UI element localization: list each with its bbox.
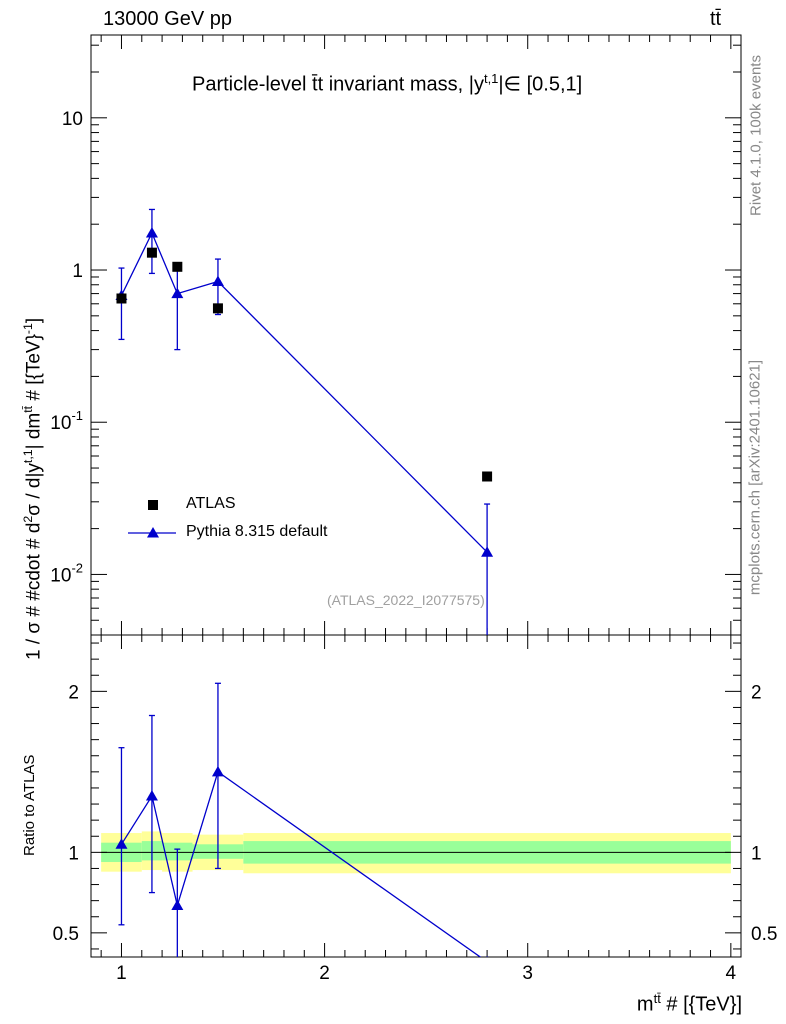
ratio-y-tick-label: 2: [68, 682, 79, 703]
mcplots-label: mcplots.cern.ch [arXiv:2401.10621]: [746, 359, 764, 596]
pythia-marker: [211, 275, 224, 287]
ratio-y-tick-label-right: 0.5: [751, 924, 777, 945]
ratio-pythia-marker: [171, 899, 184, 910]
x-axis-label-m: m: [636, 993, 654, 1016]
rivet-version-label: Rivet 4.1.0, 100k events: [747, 55, 765, 216]
ratio-frame: [90, 634, 742, 958]
main-y-axis-label-part: | dm: [23, 412, 45, 450]
x-tick-label: 1: [116, 963, 127, 984]
main-frame: [90, 34, 742, 636]
main-y-axis-label-part: 2: [21, 515, 35, 523]
main-y-axis-label-part: 1 / σ # #cdot # d: [23, 522, 45, 660]
legend-label-pythia: Pythia 8.315 default: [186, 523, 328, 540]
legend-marker-pythia: [147, 527, 159, 538]
main-y-tick-label: 10-1: [50, 408, 83, 434]
plot-title-range: |∈ [0.5,1]: [498, 73, 583, 96]
main-y-tick-label: 10: [62, 109, 83, 130]
atlas-marker: [116, 293, 127, 304]
plot-title: Particle-level t̄t invariant mass, |yt,1…: [192, 72, 582, 95]
atlas-marker: [172, 261, 183, 272]
ratio-y-tick-label-right: 2: [751, 682, 762, 703]
legend-marker-atlas: [148, 500, 158, 510]
ratio-pythia-marker: [145, 790, 158, 801]
ratio-y-tick-label: 1: [68, 843, 79, 864]
ratio-pythia-marker: [486, 955, 488, 957]
main-y-axis-label-part: σ / d|y: [23, 463, 45, 516]
atlas-marker: [212, 303, 223, 314]
pythia-line: [120, 231, 488, 553]
main-y-axis-label-part: tt̄: [21, 405, 35, 413]
x-tick-label: 3: [522, 963, 533, 984]
pythia-marker: [145, 227, 158, 238]
main-series: [115, 208, 494, 635]
x-axis-label: mtt̄ # [{TeV}]: [637, 992, 742, 1015]
ratio-y-axis-label: Ratio to ATLAS: [21, 754, 38, 856]
main-y-axis-label-part: ]: [23, 317, 45, 324]
ratio-y-tick-label-right: 1: [751, 843, 762, 864]
analysis-reference: (ATLAS_2022_I2077575): [327, 592, 485, 608]
main-y-axis-label-part: -1: [21, 323, 35, 335]
main-y-axis-label: 1 / σ # #cdot # d2σ / d|yt,1| dmtt̄ # [{…: [21, 317, 45, 660]
ratio-pythia-marker: [211, 765, 224, 777]
energy-label: 13000 GeV pp: [103, 8, 232, 30]
main-y-tick-label: 1: [72, 261, 83, 282]
atlas-marker: [146, 247, 157, 258]
x-tick-label: 4: [726, 963, 737, 984]
process-label: tt̄: [710, 8, 722, 30]
main-y-tick-exponent: -1: [71, 408, 83, 423]
x-tick-label: 2: [319, 963, 330, 984]
legend-label-atlas: ATLAS: [186, 495, 236, 512]
ratio-series: [115, 682, 488, 957]
atlas-marker: [482, 471, 493, 482]
plot-title-main: Particle-level t̄t invariant mass, |y: [192, 73, 484, 96]
ratio-pythia-marker: [115, 838, 128, 849]
ratio-y-tick-label: 0.5: [53, 924, 79, 945]
plot-title-sup: t,1: [483, 71, 499, 86]
main-y-tick-label: 10-2: [50, 560, 83, 586]
x-axis-label-unit: # [{TeV}]: [660, 993, 742, 1016]
x-axis-label-sup: tt̄: [653, 991, 661, 1006]
main-y-axis-label-part: # [{TeV}: [23, 334, 45, 406]
ratio-bands: [101, 831, 731, 874]
pythia-marker: [171, 287, 184, 299]
pythia-marker: [481, 546, 494, 557]
main-y-tick-exponent: -2: [71, 560, 83, 575]
main-y-axis-label-part: t,1: [21, 449, 35, 464]
